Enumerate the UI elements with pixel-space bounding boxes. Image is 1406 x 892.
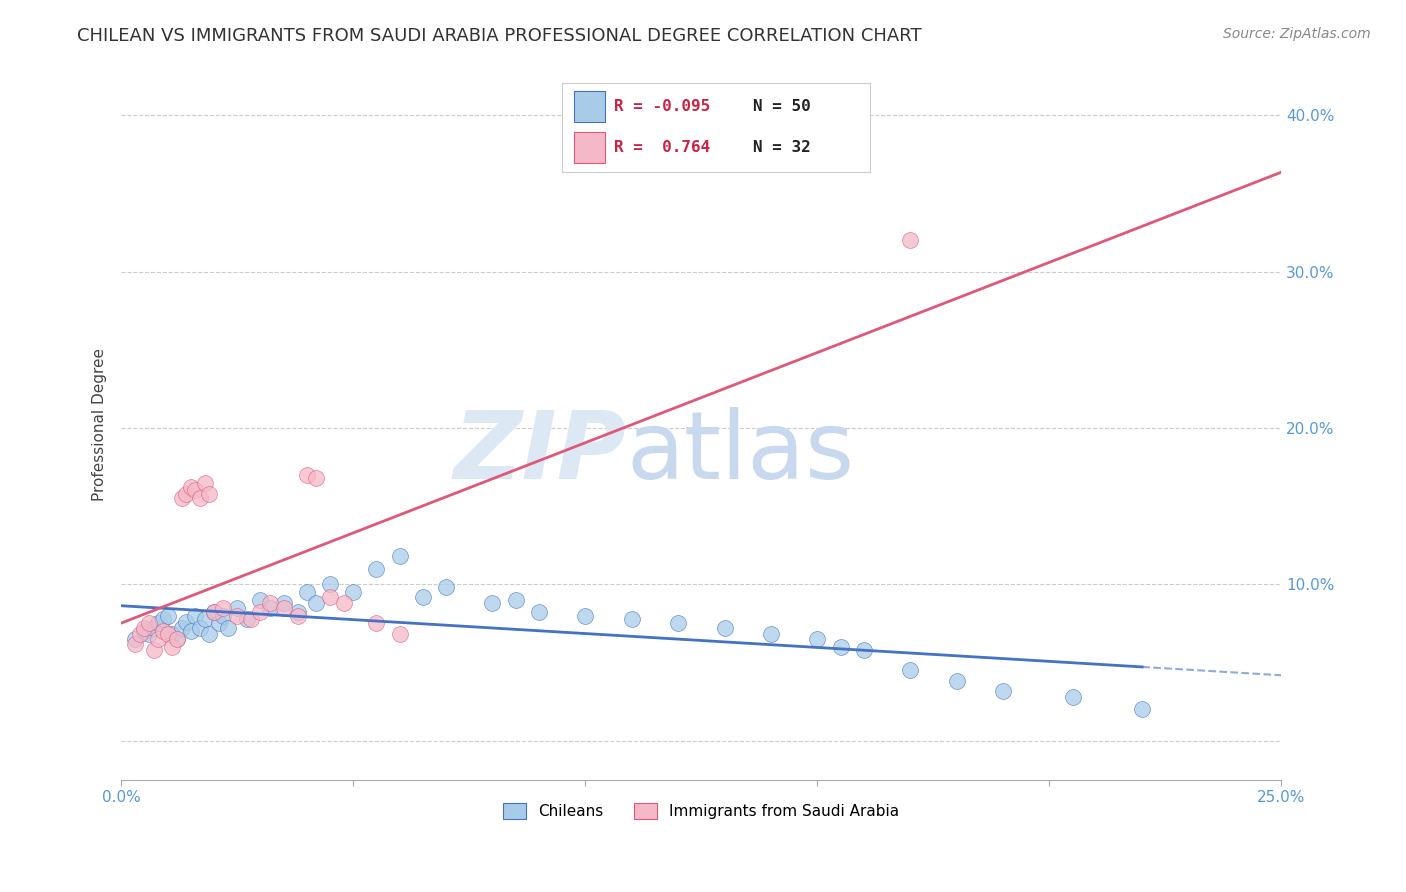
Point bbox=[148, 632, 170, 646]
Point bbox=[287, 608, 309, 623]
Point bbox=[198, 486, 221, 500]
Point bbox=[142, 643, 165, 657]
Point bbox=[574, 608, 596, 623]
Text: Source: ZipAtlas.com: Source: ZipAtlas.com bbox=[1223, 27, 1371, 41]
Point bbox=[273, 596, 295, 610]
Point bbox=[148, 616, 170, 631]
Point bbox=[366, 561, 388, 575]
Point bbox=[217, 621, 239, 635]
Point bbox=[212, 600, 235, 615]
Point bbox=[830, 640, 852, 654]
Point bbox=[1062, 690, 1084, 704]
Point bbox=[342, 585, 364, 599]
Point bbox=[898, 234, 921, 248]
Legend: Chileans, Immigrants from Saudi Arabia: Chileans, Immigrants from Saudi Arabia bbox=[498, 797, 905, 825]
Point bbox=[156, 608, 179, 623]
Text: CHILEAN VS IMMIGRANTS FROM SAUDI ARABIA PROFESSIONAL DEGREE CORRELATION CHART: CHILEAN VS IMMIGRANTS FROM SAUDI ARABIA … bbox=[77, 27, 922, 45]
Point bbox=[945, 674, 967, 689]
Point bbox=[991, 683, 1014, 698]
Point bbox=[212, 608, 235, 623]
Point bbox=[156, 627, 179, 641]
Point bbox=[226, 600, 249, 615]
Point bbox=[174, 615, 197, 629]
Point bbox=[162, 627, 184, 641]
Point bbox=[287, 606, 309, 620]
Point bbox=[174, 486, 197, 500]
Point bbox=[806, 632, 828, 646]
Text: atlas: atlas bbox=[626, 407, 855, 499]
Point bbox=[713, 621, 735, 635]
Point bbox=[134, 621, 156, 635]
Point bbox=[208, 616, 231, 631]
Point bbox=[152, 612, 174, 626]
Point bbox=[295, 467, 318, 482]
Point bbox=[249, 593, 271, 607]
Point bbox=[319, 577, 342, 591]
Point bbox=[240, 612, 263, 626]
Point bbox=[124, 632, 146, 646]
Point bbox=[180, 624, 202, 639]
Point bbox=[170, 621, 193, 635]
Point bbox=[188, 621, 211, 635]
Point bbox=[434, 580, 457, 594]
Point bbox=[128, 627, 150, 641]
Point bbox=[202, 606, 225, 620]
Point bbox=[152, 624, 174, 639]
Point bbox=[366, 616, 388, 631]
Point bbox=[481, 596, 503, 610]
Point bbox=[226, 608, 249, 623]
Point bbox=[138, 627, 160, 641]
Point bbox=[388, 627, 411, 641]
Point bbox=[259, 600, 281, 615]
Point bbox=[852, 643, 875, 657]
Point bbox=[194, 612, 217, 626]
Point bbox=[235, 612, 257, 626]
Point bbox=[898, 663, 921, 677]
Point bbox=[1130, 702, 1153, 716]
Point bbox=[166, 632, 188, 646]
Point bbox=[166, 632, 188, 646]
Point bbox=[124, 637, 146, 651]
Point bbox=[305, 596, 328, 610]
Point bbox=[198, 627, 221, 641]
Point bbox=[620, 612, 643, 626]
Point bbox=[180, 480, 202, 494]
Point bbox=[249, 606, 271, 620]
Point bbox=[666, 616, 689, 631]
Point bbox=[319, 590, 342, 604]
Point bbox=[184, 483, 207, 498]
Point bbox=[170, 491, 193, 506]
Point bbox=[333, 596, 356, 610]
Point bbox=[184, 608, 207, 623]
Point bbox=[162, 640, 184, 654]
Point bbox=[505, 593, 527, 607]
Point bbox=[188, 491, 211, 506]
Point bbox=[295, 585, 318, 599]
Point bbox=[305, 471, 328, 485]
Point bbox=[134, 624, 156, 639]
Point bbox=[527, 606, 550, 620]
Point bbox=[759, 627, 782, 641]
Point bbox=[142, 621, 165, 635]
Point bbox=[388, 549, 411, 563]
Point bbox=[273, 600, 295, 615]
Point bbox=[412, 590, 434, 604]
Y-axis label: Professional Degree: Professional Degree bbox=[93, 348, 107, 500]
Text: ZIP: ZIP bbox=[453, 407, 626, 499]
Point bbox=[194, 475, 217, 490]
Point bbox=[259, 596, 281, 610]
Point bbox=[202, 606, 225, 620]
Point bbox=[138, 616, 160, 631]
